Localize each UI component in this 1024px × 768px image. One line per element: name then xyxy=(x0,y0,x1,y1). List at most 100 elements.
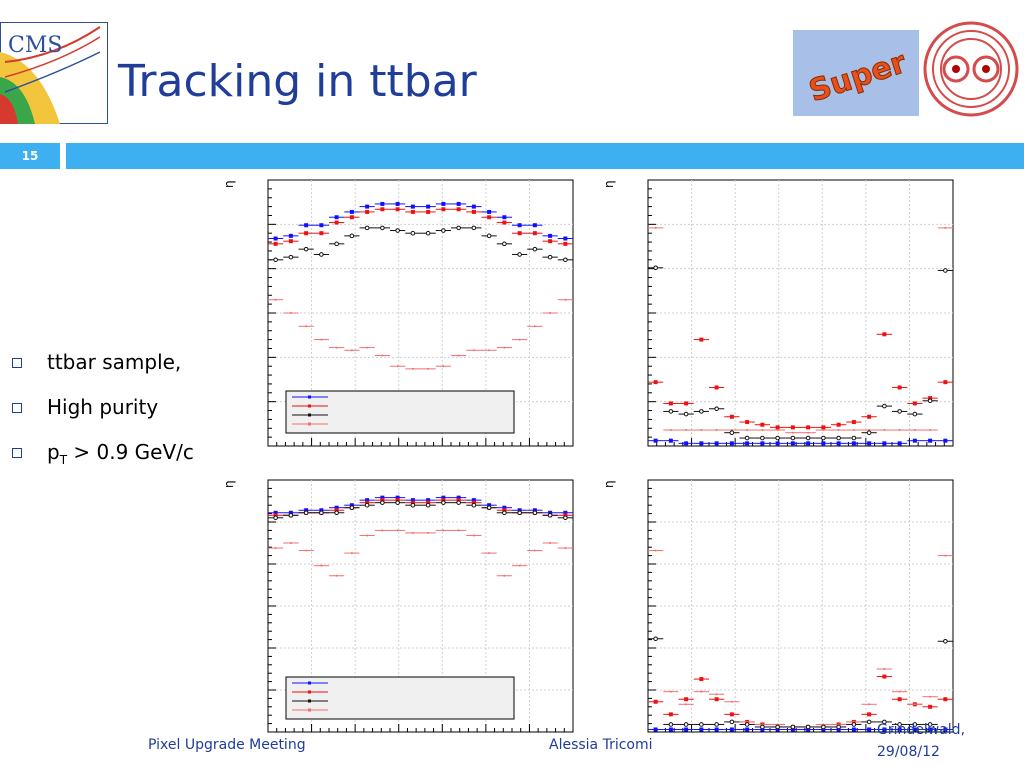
data-point xyxy=(790,425,795,430)
data-point xyxy=(471,204,476,209)
data-point xyxy=(882,403,887,409)
legend-box xyxy=(285,676,515,720)
data-point xyxy=(806,441,811,446)
data-point xyxy=(304,508,309,513)
data-point xyxy=(303,510,309,516)
data-point xyxy=(471,500,476,505)
legend-marker xyxy=(308,404,311,408)
data-point xyxy=(486,505,492,511)
data-point xyxy=(381,354,384,357)
data-point xyxy=(653,380,658,385)
data-point xyxy=(913,429,916,432)
data-point xyxy=(441,500,446,505)
data-point xyxy=(365,498,370,503)
data-point xyxy=(836,422,841,427)
data-point xyxy=(928,438,933,443)
data-point xyxy=(305,325,308,328)
data-point xyxy=(532,508,537,513)
data-point xyxy=(503,346,506,349)
data-point xyxy=(821,724,826,730)
data-point xyxy=(943,697,948,702)
data-point xyxy=(457,354,460,357)
data-point xyxy=(395,207,400,212)
plot-bottom-left: η xyxy=(225,479,574,733)
data-point xyxy=(685,429,688,432)
data-point xyxy=(334,241,339,247)
data-point xyxy=(319,231,324,236)
footer-date: 29/08/12 xyxy=(877,744,940,760)
footer-place: Grindelwald, xyxy=(877,722,966,738)
data-point xyxy=(668,401,673,406)
data-point xyxy=(714,385,719,390)
data-point xyxy=(381,529,384,532)
footer-author: Alessia Tricomi xyxy=(549,737,653,753)
plot-top-left: η xyxy=(225,179,574,447)
data-point xyxy=(532,246,538,252)
data-point xyxy=(944,554,947,557)
data-point xyxy=(533,549,536,552)
data-point xyxy=(547,512,553,518)
data-point xyxy=(502,215,507,220)
data-point xyxy=(883,429,886,432)
data-point xyxy=(851,420,856,425)
data-point xyxy=(882,674,887,679)
data-point xyxy=(349,505,355,511)
data-point xyxy=(517,231,522,236)
data-point xyxy=(653,727,658,732)
data-point xyxy=(349,503,354,508)
data-point xyxy=(653,438,658,443)
data-point xyxy=(334,505,339,510)
data-point xyxy=(867,727,872,732)
data-point xyxy=(897,722,902,727)
super-logo: Super xyxy=(793,30,919,116)
data-point xyxy=(912,438,917,443)
data-point xyxy=(791,431,794,434)
data-point xyxy=(457,529,460,532)
data-point xyxy=(668,722,674,727)
data-point xyxy=(654,549,657,552)
data-point xyxy=(426,204,431,209)
data-point xyxy=(411,531,414,534)
data-point xyxy=(364,225,370,231)
data-point xyxy=(776,429,779,432)
data-point xyxy=(487,503,492,508)
data-point xyxy=(714,441,719,446)
data-point xyxy=(699,441,704,446)
data-point xyxy=(456,225,461,231)
data-point xyxy=(532,510,538,516)
data-point xyxy=(714,727,719,732)
data-point xyxy=(366,534,369,537)
data-point xyxy=(305,549,308,552)
data-point xyxy=(866,430,872,436)
data-point xyxy=(927,722,933,727)
data-point xyxy=(790,441,795,446)
data-point xyxy=(395,498,400,503)
data-point xyxy=(730,700,733,703)
plot-top-right: η xyxy=(605,179,954,447)
data-point xyxy=(683,722,689,727)
data-point xyxy=(760,724,765,730)
bullet-list: ttbar sample, High purity pT > 0.9 GeV/c xyxy=(12,350,194,485)
data-point xyxy=(288,510,293,515)
data-point xyxy=(549,312,552,314)
data-point xyxy=(563,257,568,263)
bullet-icon xyxy=(12,448,22,458)
data-point xyxy=(668,727,673,732)
data-point xyxy=(441,201,446,206)
data-point xyxy=(441,495,446,500)
data-point xyxy=(821,727,826,732)
data-point xyxy=(699,727,704,732)
data-point xyxy=(472,349,475,352)
legend-marker xyxy=(308,395,311,399)
data-point xyxy=(882,441,887,446)
data-point xyxy=(471,209,476,214)
data-point xyxy=(395,500,400,505)
data-point xyxy=(350,552,353,555)
data-point xyxy=(548,233,553,238)
data-point xyxy=(729,719,735,725)
data-point xyxy=(700,690,703,693)
data-point xyxy=(380,495,385,500)
data-point xyxy=(943,638,948,644)
data-point xyxy=(349,215,354,220)
data-point xyxy=(729,727,734,732)
